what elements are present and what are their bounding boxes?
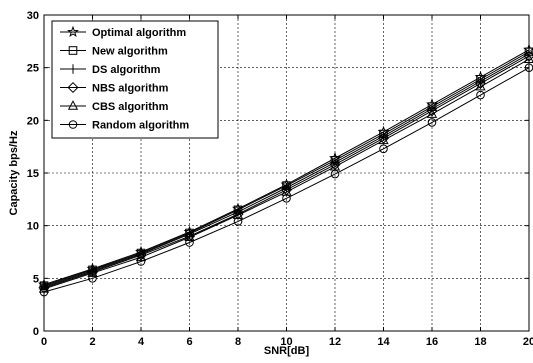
y-tick-label: 5 [33, 273, 39, 285]
y-tick-label: 20 [27, 115, 39, 127]
x-tick-label: 2 [89, 336, 95, 348]
y-tick-label: 25 [27, 63, 39, 75]
legend-label: Random algorithm [92, 120, 189, 132]
y-tick-label: 10 [27, 221, 39, 233]
legend-label: New algorithm [92, 46, 168, 58]
x-tick-label: 0 [41, 336, 47, 348]
x-tick-label: 12 [329, 336, 341, 348]
x-axis-title: SNR[dB] [264, 345, 310, 357]
x-tick-label: 16 [426, 336, 438, 348]
y-axis-title: Capacity bps/Hz [8, 130, 20, 215]
x-tick-label: 4 [138, 336, 145, 348]
y-tick-label: 15 [27, 168, 39, 180]
legend: Optimal algorithm New algorithm DS algorit… [52, 21, 218, 138]
x-tick-label: 6 [186, 336, 192, 348]
y-tick-label: 0 [33, 326, 39, 338]
x-tick-label: 8 [235, 336, 241, 348]
y-tick-label: 30 [27, 10, 39, 22]
x-tick-label: 14 [377, 336, 390, 348]
legend-label: NBS algorithm [92, 83, 169, 95]
x-tick-label: 20 [523, 336, 533, 348]
legend-label: CBS algorithm [92, 101, 169, 113]
legend-label: DS algorithm [92, 64, 161, 76]
x-tick-label: 18 [474, 336, 486, 348]
legend-label: Optimal algorithm [92, 27, 186, 39]
